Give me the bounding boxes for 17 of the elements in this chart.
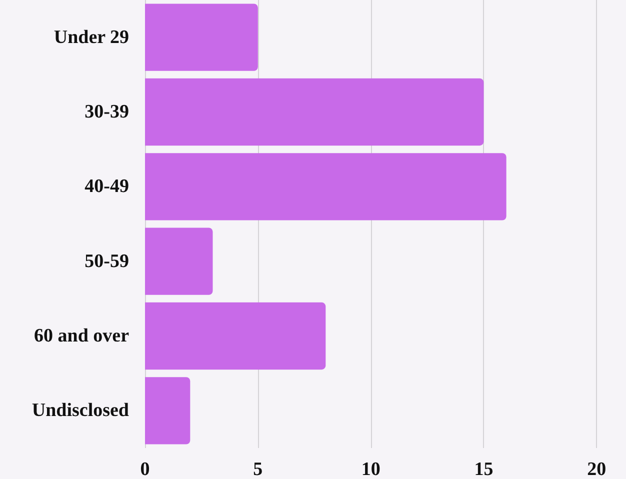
bar bbox=[145, 302, 326, 370]
bar bbox=[145, 4, 258, 71]
y-tick-label: 40-49 bbox=[84, 176, 129, 198]
y-tick-label: Undisclosed bbox=[32, 400, 130, 422]
bar bbox=[145, 377, 190, 444]
bar bbox=[145, 228, 213, 295]
x-tick-label: 5 bbox=[253, 459, 263, 479]
y-tick-label: 60 and over bbox=[34, 326, 130, 346]
x-tick-label: 10 bbox=[361, 459, 380, 479]
y-tick-label: 50-59 bbox=[84, 250, 129, 272]
x-tick-label: 20 bbox=[587, 459, 606, 479]
bar bbox=[145, 78, 484, 146]
x-tick-label: 15 bbox=[474, 459, 494, 479]
y-tick-label: 30-39 bbox=[84, 102, 129, 122]
bar bbox=[145, 153, 506, 220]
x-tick-label: 0 bbox=[140, 459, 150, 479]
y-tick-label: Under 29 bbox=[54, 26, 129, 48]
